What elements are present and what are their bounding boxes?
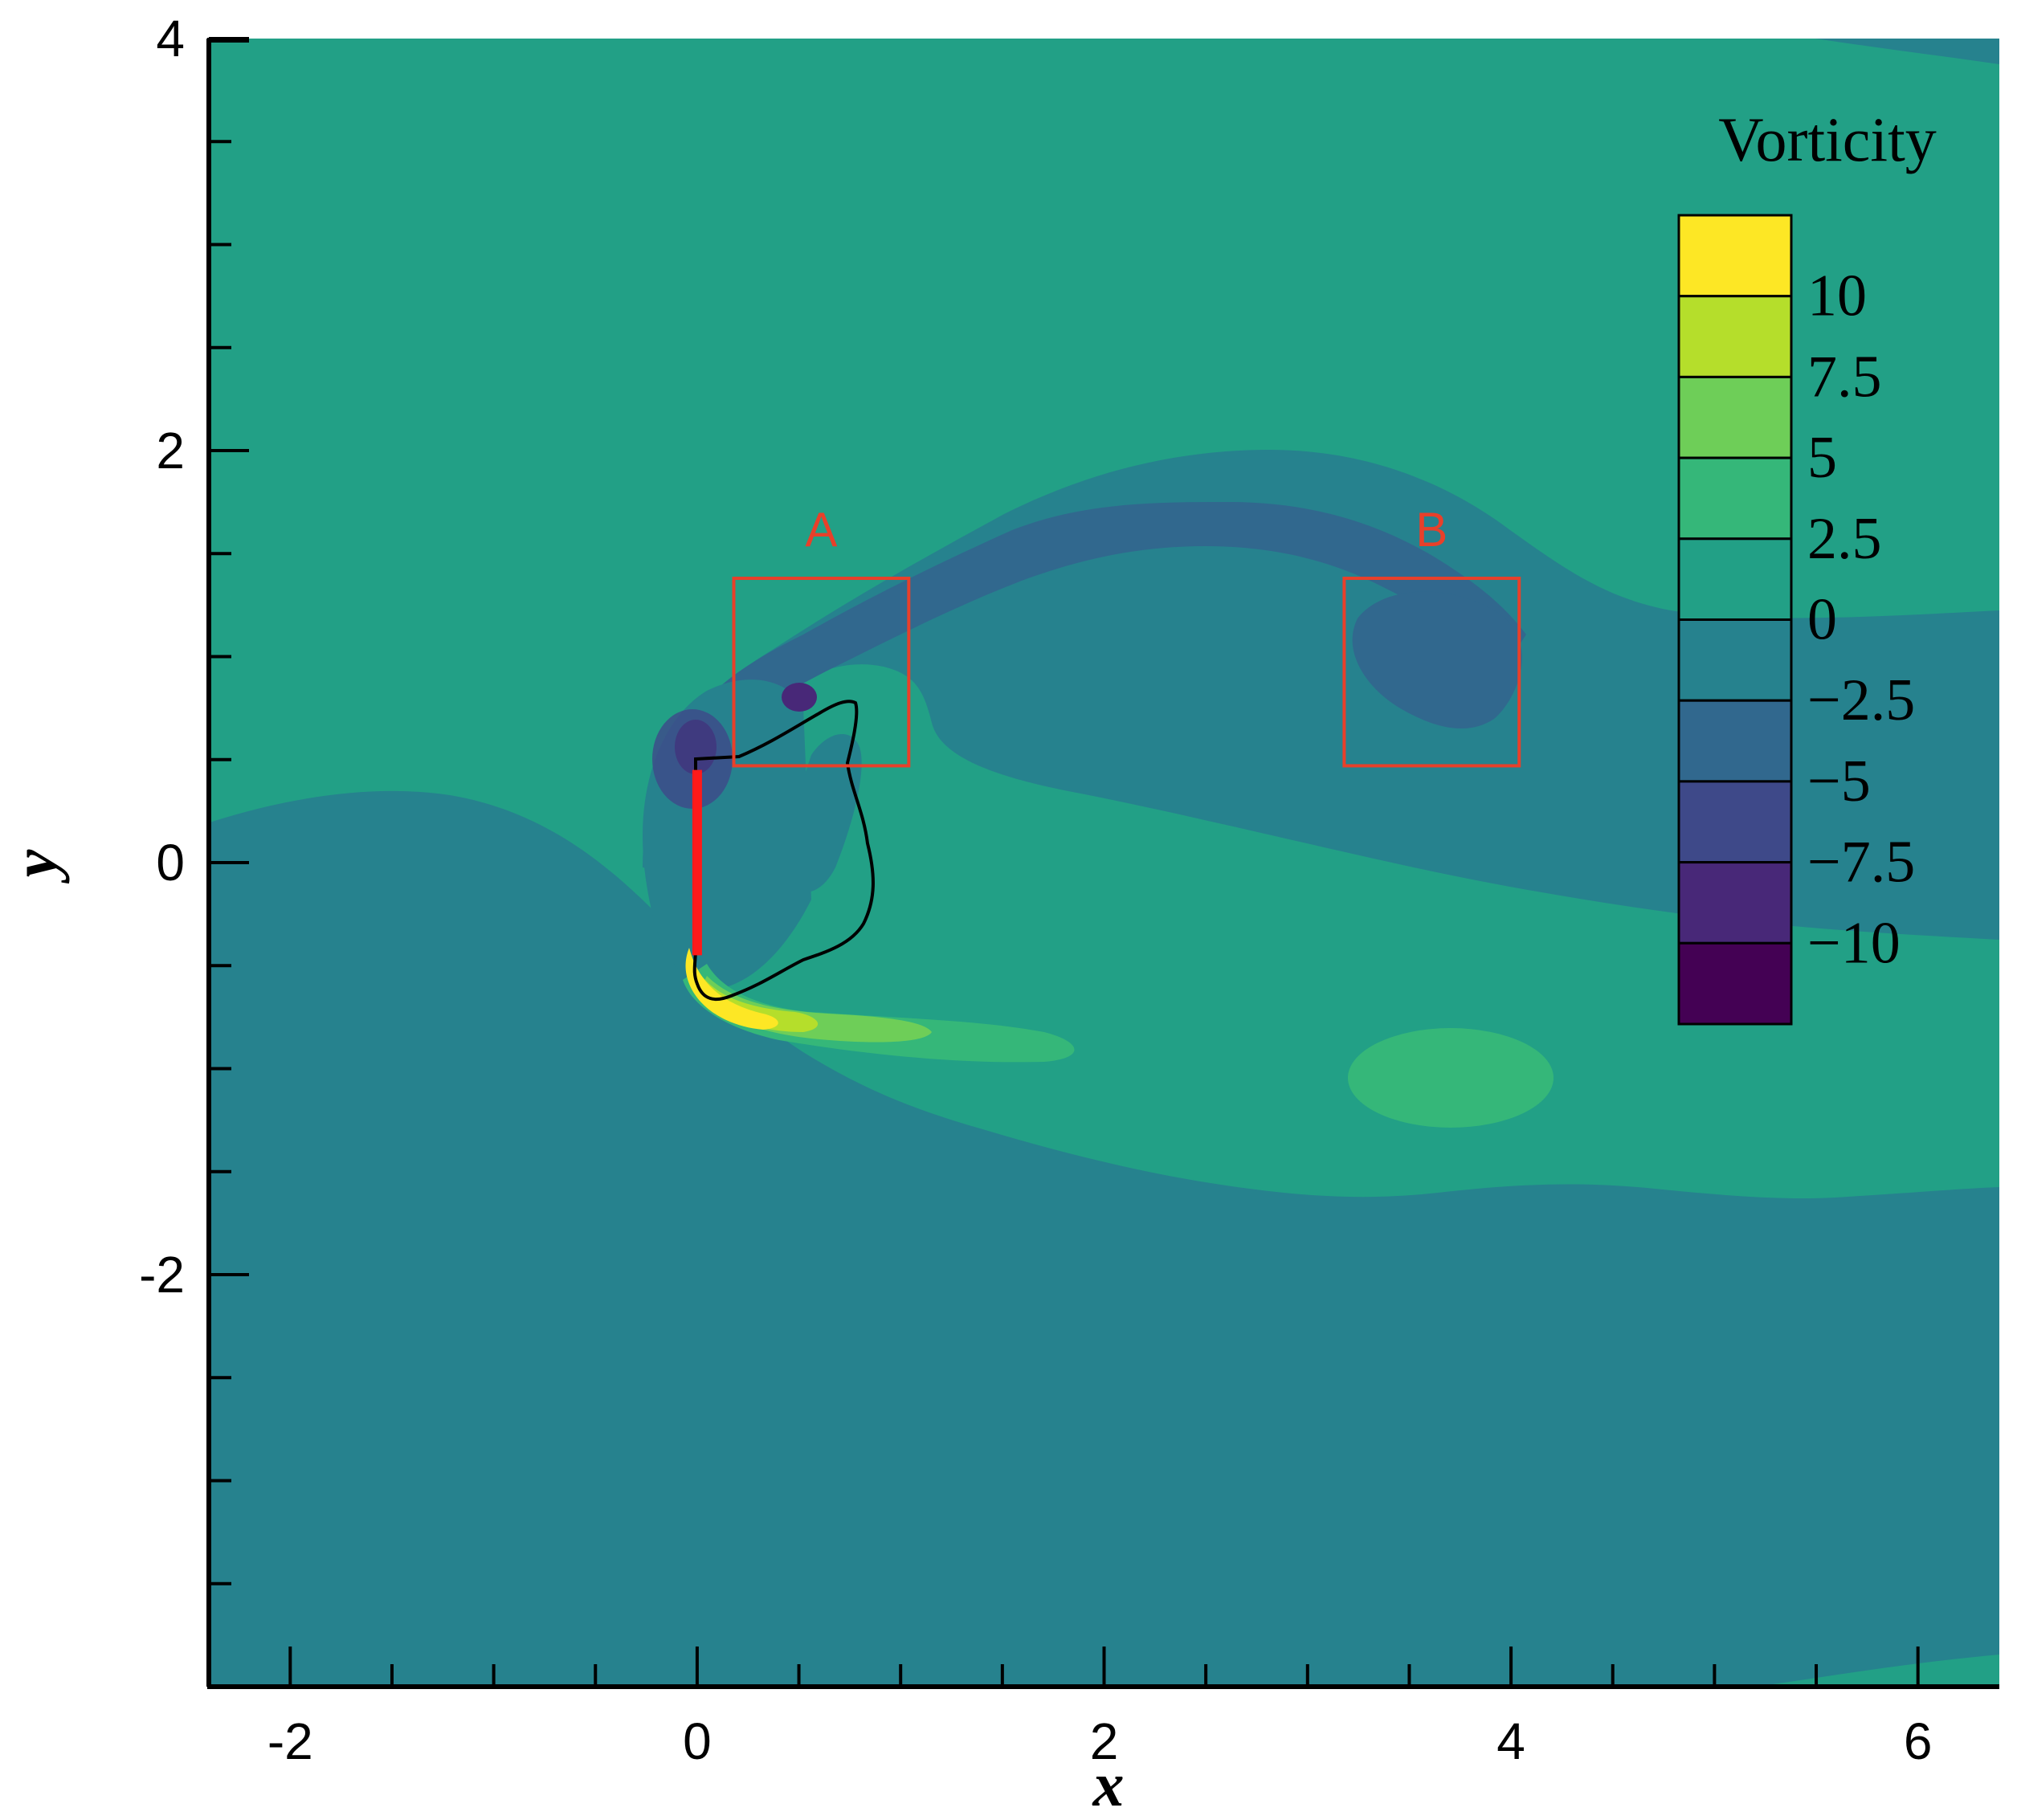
colorbar-tick-label: −5 [1807,749,1871,814]
body-outline [692,700,875,1002]
x-tick-label: 0 [683,1712,712,1770]
colorbar-swatch [1677,780,1793,864]
colorbar-labels: 10 7.5 5 2.5 0 −2.5 −5 −7.5 −10 [1807,263,1915,977]
colorbar-tick-label: 2.5 [1807,506,1882,572]
colorbar-title: Vorticity [1718,104,1937,174]
colorbar-tick-label: 7.5 [1807,344,1882,410]
colorbar-tick-label: 10 [1807,263,1867,329]
colorbar-swatch [1677,456,1793,541]
field-positive-vortex [1348,1028,1554,1128]
field-top-sliver [1815,39,1999,64]
colorbar-swatches [1677,214,1793,1026]
colorbar-swatch [1677,375,1793,459]
colorbar-tick-label: 5 [1807,425,1837,491]
colorbar-swatch [1677,214,1793,298]
annotation-box-a [732,577,911,768]
y-axis-title: y [0,849,70,883]
colorbar-tick-label: −7.5 [1807,830,1915,896]
colorbar-tick-label: −2.5 [1807,667,1915,733]
annotation-box-b [1342,577,1521,768]
field-tip-vortex-1-halo [652,709,733,809]
annotation-label-a: A [805,503,837,557]
x-tick-label: 2 [1090,1712,1119,1770]
field-lower-region [207,790,1999,1685]
colorbar-swatch [1677,941,1793,1026]
field-bottom-band [1767,1655,1999,1685]
colorbar-swatch [1677,537,1793,621]
y-tick-label: 0 [156,834,185,892]
y-ticks: 4 2 0 -2 [139,10,249,1585]
colorbar-swatch [1677,699,1793,783]
field-shear-layer-10 [685,948,778,1030]
x-tick-label: -2 [267,1712,313,1770]
colorbar-swatch [1677,861,1793,945]
y-tick-label: 2 [156,422,185,479]
annotation-label-b: B [1415,503,1447,557]
colorbar-tick-label: −10 [1807,910,1901,976]
field-vortex-b [1352,591,1522,728]
x-axis-title: x [1092,1749,1125,1819]
field-body-interior [792,733,862,892]
x-tick-label: 4 [1496,1712,1525,1770]
colorbar-swatch [1677,295,1793,378]
x-ticks: -2 0 2 4 6 [267,1647,1933,1770]
field-upper-band-inner [675,502,1526,771]
field-shear-layer-25 [683,964,1075,1063]
colorbar-tick-label: 0 [1807,587,1837,653]
colorbar: Vorticity 10 7.5 5 2.5 0 −2.5 −5 −7.5 −10 [1677,104,1937,1026]
colorbar-swatch [1677,618,1793,702]
y-tick-label: -2 [139,1246,185,1304]
y-tick-label: 4 [156,10,185,67]
x-tick-label: 6 [1904,1712,1933,1770]
field-tip-vortex-2 [782,683,817,712]
